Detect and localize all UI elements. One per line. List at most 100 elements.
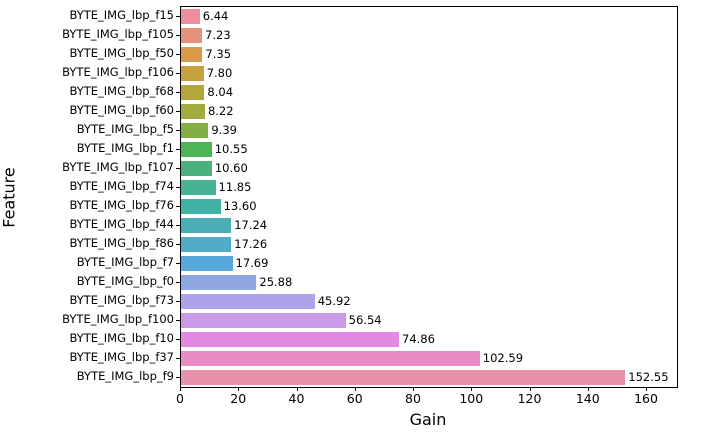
bar-BYTE_IMG_lbp_f100	[181, 313, 346, 328]
bar-BYTE_IMG_lbp_f10	[181, 332, 400, 347]
y-tick-label: BYTE_IMG_lbp_f86	[69, 236, 174, 250]
bar-BYTE_IMG_lbp_f68	[181, 85, 205, 100]
x-tick-mark	[180, 387, 181, 391]
y-tick-mark	[176, 357, 180, 359]
y-tick-label: BYTE_IMG_lbp_f107	[62, 160, 174, 174]
bar-BYTE_IMG_lbp_f15	[181, 9, 200, 24]
bar-BYTE_IMG_lbp_f0	[181, 275, 257, 290]
y-tick-mark	[176, 319, 180, 321]
y-tick-label: BYTE_IMG_lbp_f50	[69, 46, 174, 60]
y-tick-mark	[176, 281, 180, 283]
y-tick-label: BYTE_IMG_lbp_f76	[69, 198, 174, 212]
y-tick-mark	[176, 186, 180, 188]
y-tick-mark	[176, 148, 180, 150]
y-tick-label: BYTE_IMG_lbp_f105	[62, 27, 174, 41]
y-tick-mark	[176, 376, 180, 378]
bar-value-label: 17.69	[235, 256, 269, 270]
y-tick-mark	[176, 15, 180, 17]
y-tick-mark	[176, 243, 180, 245]
y-tick-mark	[176, 338, 180, 340]
x-tick-label: 20	[230, 391, 247, 406]
x-tick-mark	[646, 387, 647, 391]
bar-BYTE_IMG_lbp_f73	[181, 294, 315, 309]
bar-value-label: 10.55	[214, 142, 248, 156]
y-tick-label: BYTE_IMG_lbp_f10	[69, 331, 174, 345]
x-tick-label: 60	[346, 391, 363, 406]
y-tick-label: BYTE_IMG_lbp_f44	[69, 217, 174, 231]
y-tick-label: BYTE_IMG_lbp_f106	[62, 65, 174, 79]
x-tick-mark	[587, 387, 589, 391]
x-axis-label: Gain	[409, 410, 447, 429]
y-tick-mark	[176, 205, 180, 207]
y-tick-mark	[176, 72, 180, 74]
bar-BYTE_IMG_lbp_f44	[181, 218, 232, 233]
x-tick-label: 160	[634, 391, 658, 406]
bar-value-label: 7.23	[205, 28, 231, 42]
y-tick-mark	[176, 167, 180, 169]
bar-value-label: 56.54	[348, 313, 382, 327]
y-tick-label: BYTE_IMG_lbp_f7	[76, 255, 174, 269]
y-tick-mark	[176, 262, 180, 264]
y-tick-label: BYTE_IMG_lbp_f100	[62, 312, 174, 326]
y-tick-mark	[176, 224, 180, 226]
x-tick-label: 80	[405, 391, 421, 406]
bar-value-label: 45.92	[317, 294, 351, 308]
x-tick-label: 40	[288, 391, 305, 406]
y-tick-mark	[176, 91, 180, 93]
bar-BYTE_IMG_lbp_f86	[181, 237, 232, 252]
bar-BYTE_IMG_lbp_f50	[181, 47, 203, 62]
bar-BYTE_IMG_lbp_f105	[181, 28, 203, 43]
y-tick-mark	[176, 53, 180, 55]
x-tick-mark	[354, 387, 356, 391]
bar-value-label: 17.24	[234, 218, 268, 232]
y-tick-label: BYTE_IMG_lbp_f73	[69, 293, 174, 307]
y-tick-mark	[176, 110, 180, 112]
bar-value-label: 8.22	[207, 104, 234, 118]
x-tick-mark	[413, 387, 414, 391]
bar-BYTE_IMG_lbp_f5	[181, 123, 209, 138]
bar-value-label: 102.59	[482, 351, 524, 365]
bar-value-label: 74.86	[402, 332, 435, 346]
x-tick-mark	[471, 387, 473, 391]
bar-value-label: 8.04	[207, 85, 234, 99]
bar-BYTE_IMG_lbp_f106	[181, 66, 204, 81]
bar-value-label: 10.60	[214, 161, 248, 175]
bar-value-label: 25.88	[259, 275, 293, 289]
y-tick-label: BYTE_IMG_lbp_f60	[69, 103, 174, 117]
bar-value-label: 7.35	[205, 47, 232, 61]
bar-BYTE_IMG_lbp_f1	[181, 142, 212, 157]
bar-value-label: 13.60	[223, 199, 257, 213]
bar-BYTE_IMG_lbp_f37	[181, 351, 480, 366]
bar-BYTE_IMG_lbp_f107	[181, 161, 212, 176]
bar-BYTE_IMG_lbp_f9	[181, 370, 626, 385]
y-tick-mark	[176, 300, 180, 302]
bar-value-label: 11.85	[218, 180, 252, 194]
bar-BYTE_IMG_lbp_f74	[181, 180, 216, 195]
y-tick-mark	[176, 129, 180, 131]
y-tick-label: BYTE_IMG_lbp_f0	[76, 274, 174, 288]
x-tick-mark	[238, 387, 240, 391]
y-tick-label: BYTE_IMG_lbp_f15	[69, 8, 174, 22]
x-tick-label: 140	[575, 391, 600, 406]
y-tick-mark	[176, 34, 180, 36]
y-tick-label: BYTE_IMG_lbp_f9	[76, 369, 174, 383]
bar-BYTE_IMG_lbp_f60	[181, 104, 205, 119]
y-tick-label: BYTE_IMG_lbp_f37	[69, 350, 174, 364]
bar-value-label: 152.55	[628, 370, 669, 384]
bar-BYTE_IMG_lbp_f76	[181, 199, 221, 214]
bar-value-label: 17.26	[234, 237, 268, 251]
y-tick-label: BYTE_IMG_lbp_f68	[69, 84, 174, 98]
y-tick-label: BYTE_IMG_lbp_f74	[69, 179, 174, 193]
plot-area: 6.44 7.23 7.35 7.80 8.04 8.22 9.39 10.55 10.60 11…	[180, 6, 678, 388]
x-tick-label: 120	[517, 391, 542, 406]
bar-value-label: 6.44	[202, 9, 229, 23]
bar-value-label: 9.39	[211, 123, 237, 137]
x-tick-mark	[296, 387, 298, 391]
x-tick-label: 100	[459, 391, 484, 406]
y-tick-label: BYTE_IMG_lbp_f5	[76, 122, 174, 136]
bar-value-label: 7.80	[206, 66, 233, 80]
x-tick-label: 0	[176, 391, 184, 406]
bar-BYTE_IMG_lbp_f7	[181, 256, 233, 271]
y-tick-label: BYTE_IMG_lbp_f1	[76, 141, 174, 155]
